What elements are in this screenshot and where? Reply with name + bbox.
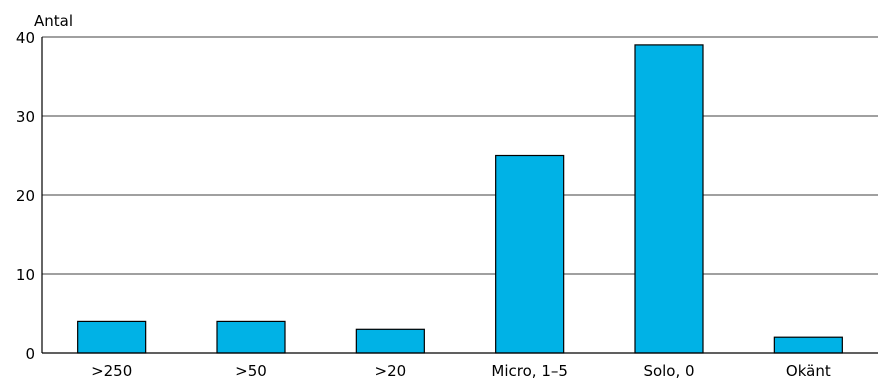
bar: [355, 328, 425, 354]
bars: [77, 44, 843, 354]
y-tick-label: 20: [16, 187, 35, 205]
y-axis-title: Antal: [34, 12, 73, 30]
x-tick-label: Okänt: [786, 362, 831, 380]
bar: [495, 154, 565, 354]
y-tick-labels: 0 10 20 30 40: [16, 29, 35, 363]
bar: [634, 44, 704, 354]
x-tick-label: Solo, 0: [643, 362, 694, 380]
y-tick-label: 0: [25, 345, 35, 363]
x-tick-label: >250: [91, 362, 132, 380]
y-tick-label: 30: [16, 108, 35, 126]
x-tick-label: Micro, 1–5: [491, 362, 568, 380]
bar: [77, 320, 147, 354]
bar: [216, 320, 286, 354]
bar: [773, 336, 843, 354]
gridlines: [42, 36, 878, 275]
y-tick-label: 10: [16, 266, 35, 284]
y-tick-label: 40: [16, 29, 35, 47]
x-tick-label: >20: [375, 362, 407, 380]
x-tick-labels: >250 >50 >20 Micro, 1–5 Solo, 0 Okänt: [91, 362, 831, 380]
x-tick-label: >50: [235, 362, 267, 380]
